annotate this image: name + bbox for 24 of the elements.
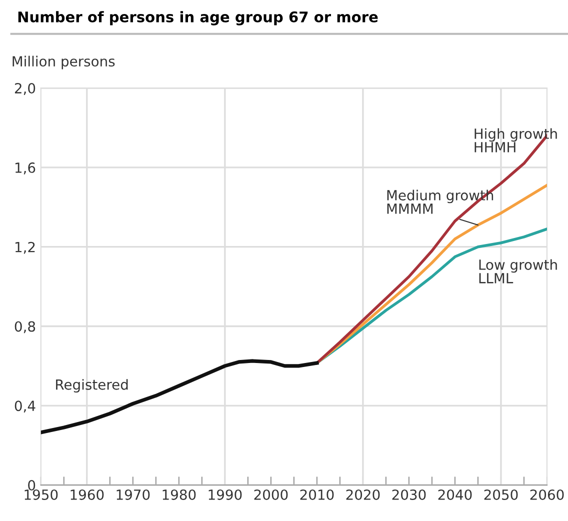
series-label: Registered [56, 379, 128, 393]
series-label: High growth HHMH [474, 128, 557, 152]
y-tick-label: 1,6 [15, 162, 36, 174]
x-tick-label: 2060 [530, 489, 564, 500]
y-tick-label: 0 [28, 480, 36, 491]
series-label: Low growth LLML [479, 259, 557, 284]
x-tick-label: 1950 [24, 489, 58, 500]
y-axis-title: Million persons [12, 56, 115, 70]
x-tick-label: 2020 [346, 489, 380, 500]
x-tick-label: 2010 [300, 489, 334, 500]
x-tick-label: 1960 [70, 489, 104, 500]
x-tick-label: 1980 [162, 489, 196, 500]
y-tick-label: 1,2 [15, 242, 35, 254]
line-series [40, 359, 319, 434]
chart-title: Number of persons in age group 67 or more [18, 11, 378, 26]
y-tick-label: 2,0 [14, 83, 36, 95]
x-tick-label: 1990 [208, 489, 242, 500]
x-tick-label: 2040 [438, 489, 472, 500]
x-tick-label: 2030 [392, 489, 426, 500]
y-tick-label: 0,8 [14, 321, 36, 334]
x-tick-label: 2000 [254, 489, 288, 500]
x-tick-label: 2050 [484, 489, 518, 500]
y-tick-label: 0,4 [14, 400, 36, 413]
x-tick-label: 1970 [116, 489, 150, 500]
